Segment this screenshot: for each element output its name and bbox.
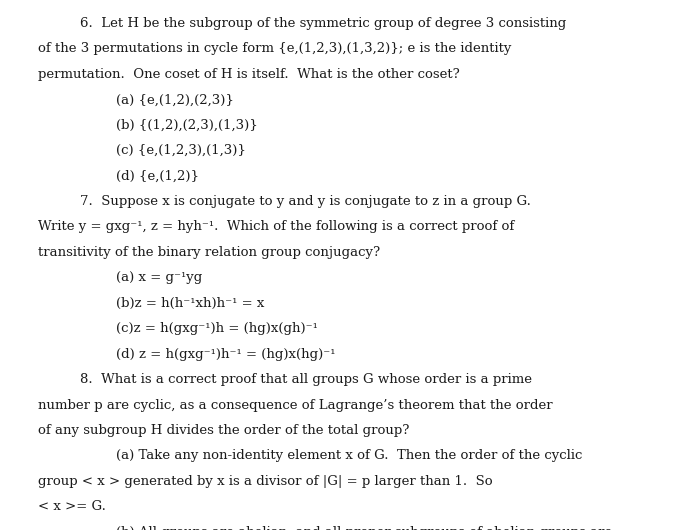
Text: transitivity of the binary relation group conjugacy?: transitivity of the binary relation grou…: [38, 246, 381, 259]
Text: (a) Take any non-identity element x of G.  Then the order of the cyclic: (a) Take any non-identity element x of G…: [116, 449, 582, 463]
Text: Write y = gxg⁻¹, z = hyh⁻¹.  Which of the following is a correct proof of: Write y = gxg⁻¹, z = hyh⁻¹. Which of the…: [38, 220, 514, 234]
Text: 7.  Suppose x is conjugate to y and y is conjugate to z in a group G.: 7. Suppose x is conjugate to y and y is …: [80, 195, 531, 208]
Text: (d) {e,(1,2)}: (d) {e,(1,2)}: [116, 170, 199, 183]
Text: (c)z = h(gxg⁻¹)h = (hg)x(gh)⁻¹: (c)z = h(gxg⁻¹)h = (hg)x(gh)⁻¹: [116, 322, 317, 335]
Text: of any subgroup H divides the order of the total group?: of any subgroup H divides the order of t…: [38, 424, 410, 437]
Text: (b)z = h(h⁻¹xh)h⁻¹ = x: (b)z = h(h⁻¹xh)h⁻¹ = x: [116, 297, 264, 310]
Text: (a) x = g⁻¹yg: (a) x = g⁻¹yg: [116, 271, 202, 285]
Text: of the 3 permutations in cycle form {e,(1,2,3),(1,3,2)}; e is the identity: of the 3 permutations in cycle form {e,(…: [38, 42, 512, 56]
Text: (d) z = h(gxg⁻¹)h⁻¹ = (hg)x(hg)⁻¹: (d) z = h(gxg⁻¹)h⁻¹ = (hg)x(hg)⁻¹: [116, 348, 335, 361]
Text: (b) {(1,2),(2,3),(1,3)}: (b) {(1,2),(2,3),(1,3)}: [116, 119, 258, 132]
Text: (a) {e,(1,2),(2,3)}: (a) {e,(1,2),(2,3)}: [116, 93, 233, 107]
Text: number p are cyclic, as a consequence of Lagrange’s theorem that the order: number p are cyclic, as a consequence of…: [38, 399, 553, 412]
Text: (b) All groups are abelian, and all proper subgroups of abelian groups are: (b) All groups are abelian, and all prop…: [116, 526, 612, 530]
Text: (c) {e,(1,2,3),(1,3)}: (c) {e,(1,2,3),(1,3)}: [116, 144, 246, 157]
Text: group < x > generated by x is a divisor of |G| = p larger than 1.  So: group < x > generated by x is a divisor …: [38, 475, 493, 488]
Text: 6.  Let H be the subgroup of the symmetric group of degree 3 consisting: 6. Let H be the subgroup of the symmetri…: [80, 17, 567, 30]
Text: 8.  What is a correct proof that all groups G whose order is a prime: 8. What is a correct proof that all grou…: [80, 373, 533, 386]
Text: permutation.  One coset of H is itself.  What is the other coset?: permutation. One coset of H is itself. W…: [38, 68, 461, 81]
Text: < x >= G.: < x >= G.: [38, 500, 106, 514]
